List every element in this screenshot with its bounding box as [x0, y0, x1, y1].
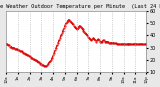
Title: Milwaukee Weather Outdoor Temperature per Minute  (Last 24 Hours): Milwaukee Weather Outdoor Temperature pe… [0, 4, 160, 9]
